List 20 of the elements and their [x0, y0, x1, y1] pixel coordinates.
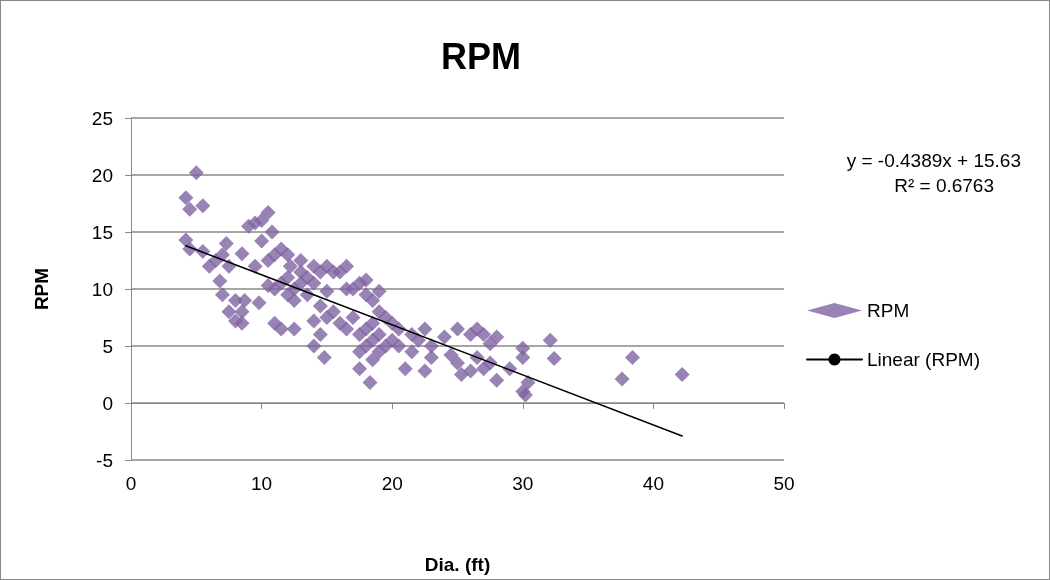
y-tick-label: 5 [102, 335, 113, 357]
x-tick-label: 50 [773, 473, 795, 494]
x-tick-label: 40 [642, 473, 664, 494]
chart-title: RPM [441, 35, 521, 77]
text: R² = 0.6763 [894, 175, 995, 196]
x-tick-label: 0 [125, 473, 137, 494]
x-axis-title: Dia. (ft) [424, 554, 491, 575]
y-tick-label: 10 [91, 278, 113, 300]
y-tick-label: 0 [102, 392, 113, 414]
y-tick-label: 25 [91, 107, 113, 129]
legend-label: RPM [867, 300, 910, 321]
text: y = -0.4389x + 15.63 [846, 150, 1021, 171]
y-axis-title: RPM [31, 267, 52, 311]
y-tick-label: 15 [91, 221, 113, 243]
x-tick-label: 20 [381, 473, 403, 494]
y-tick-label: 20 [91, 164, 113, 186]
y-tick-label: -5 [96, 449, 113, 471]
x-tick-label: 10 [251, 473, 273, 494]
legend-label: Linear (RPM) [867, 349, 980, 370]
x-tick-label: 30 [512, 473, 534, 494]
